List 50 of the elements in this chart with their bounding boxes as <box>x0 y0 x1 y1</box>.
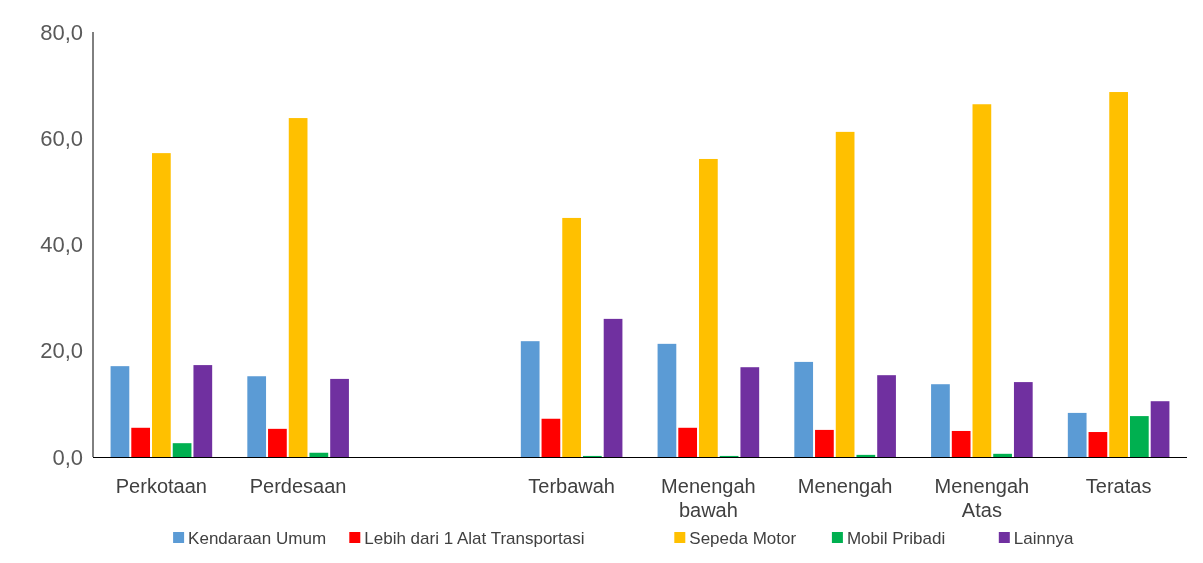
bar <box>131 427 151 457</box>
y-tick-label: 20,0 <box>40 338 83 364</box>
bar <box>877 375 896 457</box>
bar <box>603 318 623 457</box>
bar <box>562 217 581 457</box>
x-tick-label: Perdesaan <box>249 475 347 497</box>
y-tick-label: 60,0 <box>40 125 83 151</box>
bar <box>993 453 1012 457</box>
bar <box>931 384 950 457</box>
bar <box>520 341 540 457</box>
bar <box>794 361 814 457</box>
bar <box>1150 401 1170 457</box>
bar <box>309 452 329 457</box>
bar <box>856 454 876 457</box>
bar <box>152 153 171 457</box>
bar <box>699 158 718 457</box>
bar <box>1067 412 1087 457</box>
x-tick-label: Terbawah <box>528 475 615 497</box>
bar <box>815 429 834 457</box>
legend-label: Lebih dari 1 Alat Transportasi <box>364 528 585 548</box>
bar <box>1109 92 1128 457</box>
bar <box>678 427 698 457</box>
legend-label: Mobil Pribadi <box>846 528 946 548</box>
x-tick-label: Teratas <box>1085 475 1152 497</box>
legend-label: Lainnya <box>1013 528 1074 548</box>
bar <box>110 366 130 457</box>
bar <box>541 418 561 457</box>
bar <box>972 104 992 457</box>
bar <box>835 131 855 457</box>
bar <box>740 367 760 457</box>
bar <box>268 428 287 457</box>
bar <box>247 376 267 457</box>
x-tick-label: Menengah <box>797 475 893 497</box>
bar <box>657 343 677 457</box>
y-tick-label: 40,0 <box>40 232 83 258</box>
legend-label: Kendaraan Umum <box>188 528 327 548</box>
bar <box>1013 382 1033 457</box>
x-tick-label: Menengah bawah <box>661 475 756 521</box>
bar <box>172 443 192 457</box>
bar <box>330 378 349 457</box>
bar <box>1088 432 1108 457</box>
legend-label: Sepeda Motor <box>689 528 797 548</box>
bar <box>193 365 213 457</box>
x-tick-label: Menengah Atas <box>934 475 1030 521</box>
y-tick-label: 80,0 <box>40 19 83 45</box>
bar <box>288 118 308 457</box>
bar <box>951 430 971 457</box>
bar <box>1129 416 1149 457</box>
y-tick-label: 0,0 <box>52 444 83 470</box>
x-tick-label: Perkotaan <box>115 475 207 497</box>
